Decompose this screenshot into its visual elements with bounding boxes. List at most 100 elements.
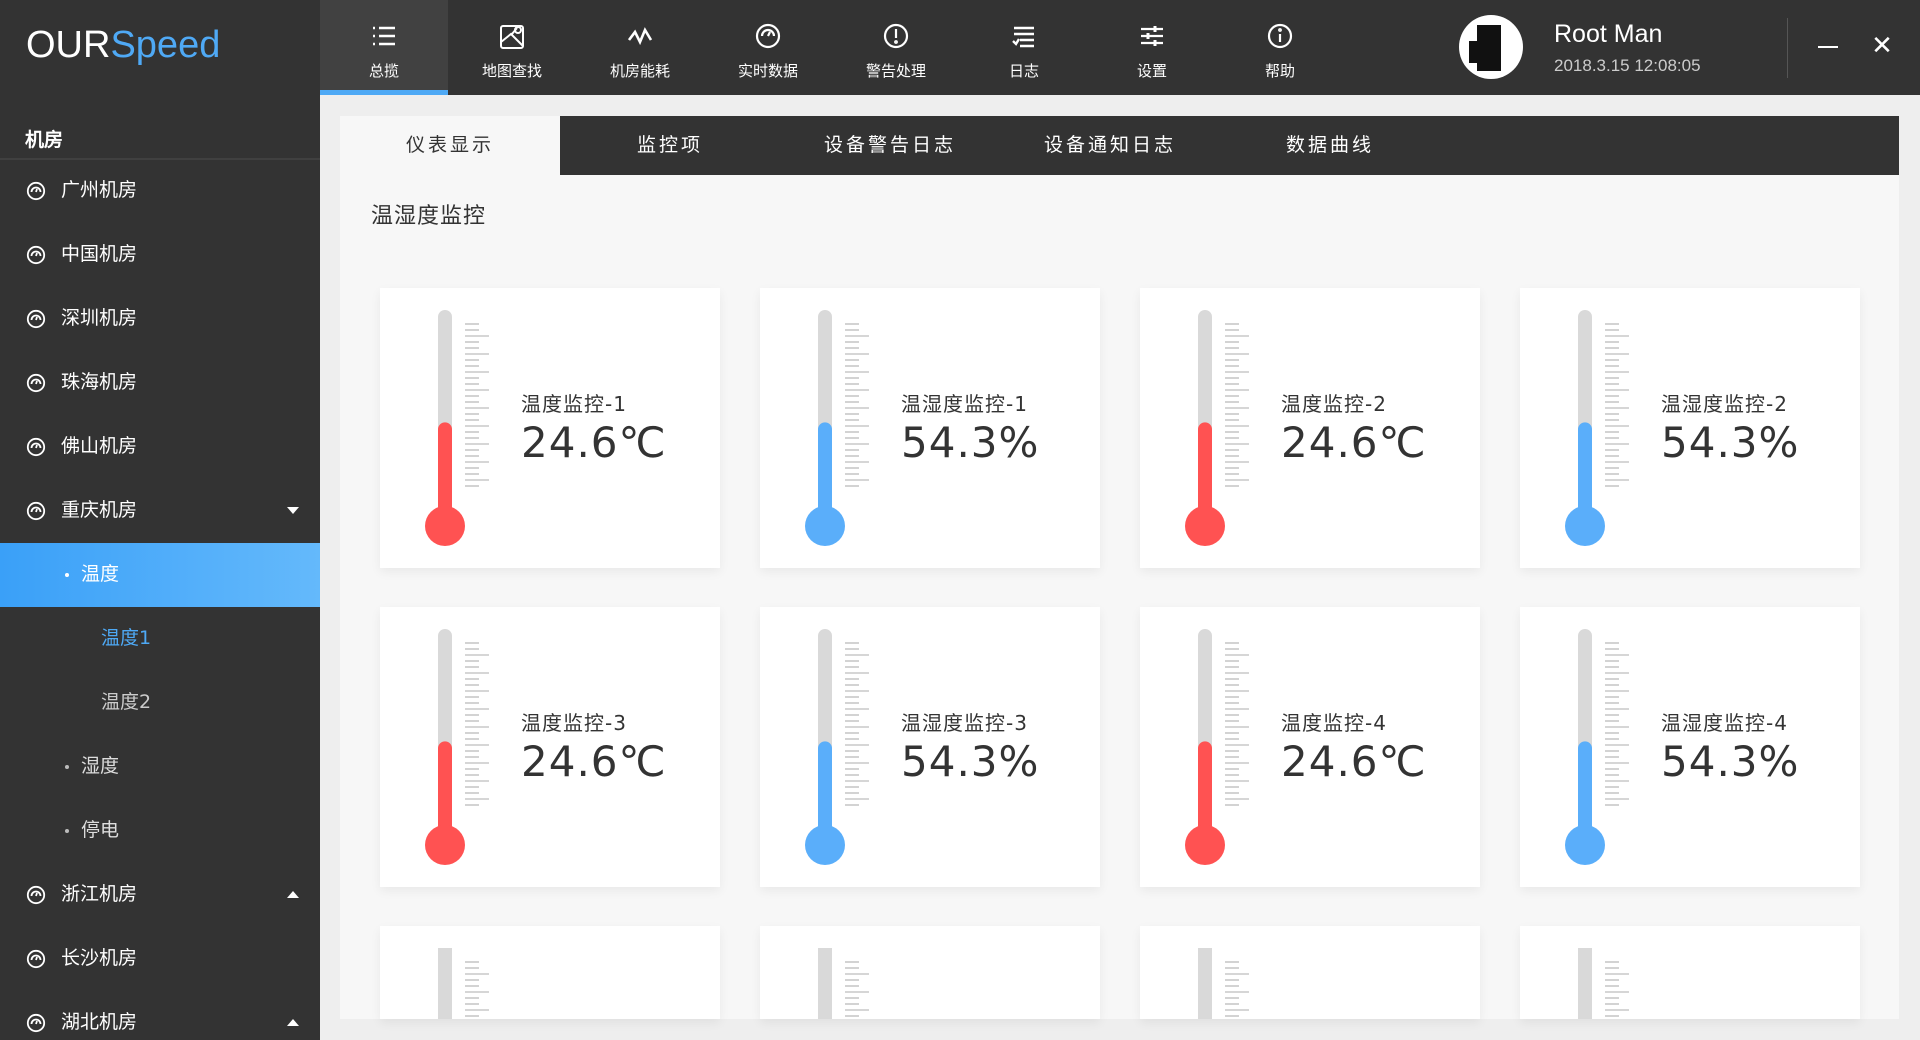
divider — [0, 158, 320, 160]
sidebar-item-label: 停电 — [81, 819, 120, 841]
nav-label: 设置 — [1136, 62, 1167, 80]
thermometer-bulb — [1565, 825, 1605, 865]
sidebar-item-room[interactable]: 浙江机房 — [0, 863, 320, 927]
gauge-card[interactable] — [1140, 926, 1480, 1019]
level-fill — [1578, 741, 1592, 847]
sidebar-item-label: 长沙机房 — [61, 947, 138, 969]
nav-label: 地图查找 — [481, 62, 542, 80]
nav-log[interactable]: 日志 — [960, 0, 1088, 95]
bullet-icon — [65, 829, 69, 833]
gauge-card[interactable]: 温湿度监控-3 54.3% — [760, 607, 1100, 887]
nav-wave[interactable]: 机房能耗 — [576, 0, 704, 95]
gauge-icon — [26, 1013, 46, 1033]
thermometer-icon — [1185, 310, 1249, 546]
thermometer-icon — [1565, 310, 1629, 546]
sidebar-item-room[interactable]: 长沙机房 — [0, 927, 320, 991]
gauge-label: 温度监控-4 — [1281, 711, 1387, 735]
map-icon — [500, 25, 524, 49]
info-icon — [1267, 23, 1293, 49]
sidebar-item-room[interactable]: 中国机房 — [0, 223, 320, 287]
gauge-card[interactable]: 温湿度监控-2 54.3% — [1520, 288, 1860, 568]
sidebar-item-label: 重庆机房 — [61, 499, 138, 521]
sidebar-item-label: 湖北机房 — [61, 1011, 138, 1033]
gauge-value: 24.6℃ — [1281, 418, 1427, 467]
level-fill — [1578, 422, 1592, 528]
sidebar-item-leaf[interactable]: 温度1 — [0, 607, 320, 671]
gauge-label: 温度监控-3 — [521, 711, 627, 735]
gauge-card[interactable]: 温湿度监控-1 54.3% — [760, 288, 1100, 568]
level-fill — [1198, 741, 1212, 847]
thermometer-bulb — [805, 825, 845, 865]
thermometer-tube — [438, 948, 452, 1019]
sidebar-item-room[interactable]: 珠海机房 — [0, 351, 320, 415]
sidebar-item-sub[interactable]: 温度 — [0, 543, 320, 607]
gauge-card[interactable] — [380, 926, 720, 1019]
chevron-up-icon[interactable] — [287, 1019, 299, 1026]
sidebar-item-label: 湿度 — [81, 755, 120, 777]
tab-0[interactable]: 仪表显示 — [340, 116, 560, 175]
minimize-button[interactable] — [1816, 36, 1842, 56]
gauge-card[interactable]: 温湿度监控-4 54.3% — [1520, 607, 1860, 887]
alert-icon — [883, 23, 909, 49]
chevron-down-icon[interactable] — [287, 507, 299, 514]
sidebar-item-room[interactable]: 深圳机房 — [0, 287, 320, 351]
tab-4[interactable]: 数据曲线 — [1285, 134, 1374, 156]
current-time: 2018.3.15 12:08:05 — [1554, 56, 1701, 75]
thermometer-icon — [425, 310, 489, 546]
sidebar-item-label: 珠海机房 — [61, 371, 138, 393]
thermometer-icon — [1198, 948, 1249, 1019]
sidebar-item-label: 温度1 — [101, 627, 152, 649]
avatar[interactable] — [1459, 15, 1523, 79]
gauge-label: 温度监控-2 — [1281, 392, 1387, 416]
thermometer-tube — [1578, 948, 1592, 1019]
sidebar-item-sub[interactable]: 湿度 — [0, 735, 320, 799]
gauge-label: 温湿度监控-2 — [1661, 392, 1788, 416]
nav-label: 日志 — [1008, 62, 1039, 80]
sidebar-item-sub[interactable]: 停电 — [0, 799, 320, 863]
thermometer-icon — [1185, 629, 1249, 865]
thermometer-tube — [818, 948, 832, 1019]
main-panel: 仪表显示 监控项 设备警告日志 设备通知日志 数据曲线 温湿度监控 温度监控-1 24.… — [340, 116, 1899, 1019]
gauge-card[interactable]: 温度监控-2 24.6℃ — [1140, 288, 1480, 568]
sidebar-item-room[interactable]: 广州机房 — [0, 159, 320, 223]
nav-label: 实时数据 — [737, 62, 798, 80]
chevron-up-icon[interactable] — [287, 891, 299, 898]
list-icon — [373, 26, 395, 46]
nav-label: 帮助 — [1264, 62, 1295, 80]
nav-alert[interactable]: 警告处理 — [832, 0, 960, 95]
sidebar-item-room[interactable]: 湖北机房 — [0, 991, 320, 1040]
thermometer-bulb — [805, 506, 845, 546]
gauge-card[interactable]: 温度监控-1 24.6℃ — [380, 288, 720, 568]
thermometer-icon — [805, 629, 869, 865]
sidebar-item-room[interactable]: 佛山机房 — [0, 415, 320, 479]
thermometer-icon — [1578, 948, 1629, 1019]
gauge-card[interactable] — [1520, 926, 1860, 1019]
bullet-icon — [65, 573, 69, 577]
gauge-card[interactable]: 温度监控-3 24.6℃ — [380, 607, 720, 887]
nav-map[interactable]: 地图查找 — [448, 0, 576, 95]
sliders-icon — [1141, 26, 1163, 46]
sidebar-item-room[interactable]: 重庆机房 — [0, 479, 320, 543]
level-fill — [438, 741, 452, 847]
nav-list[interactable]: 总揽 — [320, 0, 448, 95]
close-button[interactable]: ✕ — [1871, 31, 1893, 61]
level-fill — [438, 422, 452, 528]
sidebar-item-label: 中国机房 — [61, 243, 138, 265]
nav-gauge[interactable]: 实时数据 — [704, 0, 832, 95]
thermometer-bulb — [425, 825, 465, 865]
thermometer-bulb — [1185, 506, 1225, 546]
tab-2[interactable]: 设备警告日志 — [823, 134, 956, 156]
nav-info[interactable]: 帮助 — [1216, 0, 1344, 95]
tab-1[interactable]: 监控项 — [636, 134, 703, 156]
gauge-card[interactable] — [760, 926, 1100, 1019]
level-fill — [818, 741, 832, 847]
tab-3[interactable]: 设备通知日志 — [1043, 134, 1176, 156]
section-title: 温湿度监控 — [371, 204, 487, 229]
thermometer-icon — [425, 629, 489, 865]
logo: OURSpeed — [26, 24, 220, 67]
gauge-value: 54.3% — [901, 737, 1040, 786]
sidebar-item-leaf[interactable]: 温度2 — [0, 671, 320, 735]
gauge-card[interactable]: 温度监控-4 24.6℃ — [1140, 607, 1480, 887]
nav-sliders[interactable]: 设置 — [1088, 0, 1216, 95]
gauge-label: 温湿度监控-3 — [901, 711, 1028, 735]
